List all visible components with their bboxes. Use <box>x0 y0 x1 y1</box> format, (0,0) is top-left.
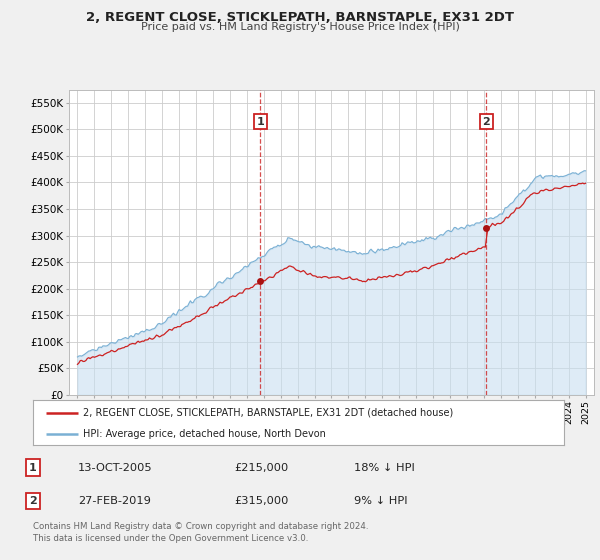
Text: 2: 2 <box>29 496 37 506</box>
Text: 2, REGENT CLOSE, STICKLEPATH, BARNSTAPLE, EX31 2DT (detached house): 2, REGENT CLOSE, STICKLEPATH, BARNSTAPLE… <box>83 408 454 418</box>
Text: £315,000: £315,000 <box>234 496 289 506</box>
Text: 2, REGENT CLOSE, STICKLEPATH, BARNSTAPLE, EX31 2DT: 2, REGENT CLOSE, STICKLEPATH, BARNSTAPLE… <box>86 11 514 24</box>
Text: Contains HM Land Registry data © Crown copyright and database right 2024.
This d: Contains HM Land Registry data © Crown c… <box>33 522 368 543</box>
Text: Price paid vs. HM Land Registry's House Price Index (HPI): Price paid vs. HM Land Registry's House … <box>140 22 460 32</box>
Text: HPI: Average price, detached house, North Devon: HPI: Average price, detached house, Nort… <box>83 429 326 439</box>
Text: 2: 2 <box>482 116 490 127</box>
Text: 9% ↓ HPI: 9% ↓ HPI <box>354 496 407 506</box>
Text: 1: 1 <box>29 463 37 473</box>
Text: 1: 1 <box>256 116 264 127</box>
Text: 13-OCT-2005: 13-OCT-2005 <box>78 463 152 473</box>
Text: £215,000: £215,000 <box>234 463 288 473</box>
Text: 27-FEB-2019: 27-FEB-2019 <box>78 496 151 506</box>
Text: 18% ↓ HPI: 18% ↓ HPI <box>354 463 415 473</box>
